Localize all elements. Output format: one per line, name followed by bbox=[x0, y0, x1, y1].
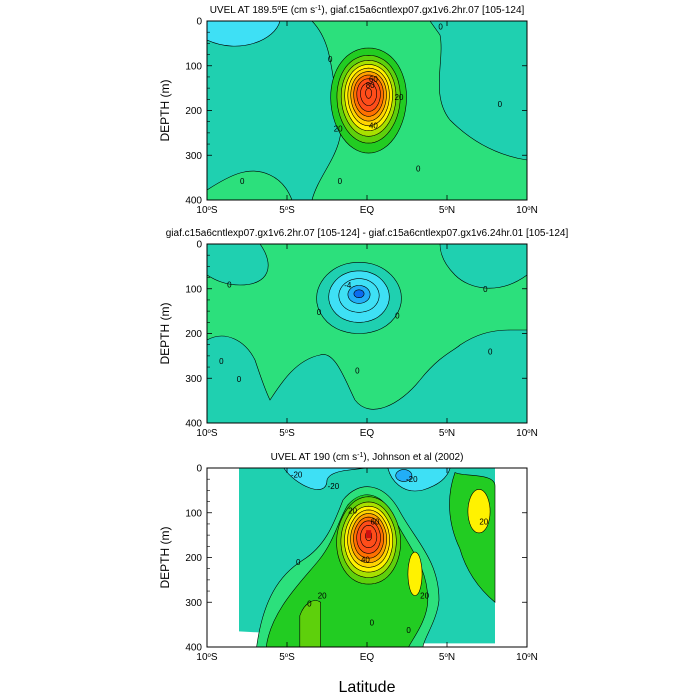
contour-label: 80 bbox=[366, 81, 375, 90]
x-tick-label: 5oS bbox=[279, 205, 295, 216]
negative-region bbox=[283, 468, 368, 490]
x-tick-label: EQ bbox=[360, 652, 375, 663]
contour-label: 60 bbox=[369, 75, 378, 84]
contour-label: 0 bbox=[240, 177, 245, 186]
y-tick-label: 200 bbox=[185, 553, 202, 564]
y-tick-label: 100 bbox=[185, 284, 202, 295]
contour-label: 40 bbox=[361, 556, 370, 565]
y-tick-label: 300 bbox=[185, 151, 202, 162]
x-tick-label: 10oS bbox=[196, 205, 217, 216]
contour-label: 20 bbox=[479, 518, 488, 527]
x-tick-label: 5oN bbox=[439, 652, 455, 663]
jet-contour-100 bbox=[365, 88, 372, 99]
contour-label: -20 bbox=[406, 475, 418, 484]
y-axis-title: DEPTH (m) bbox=[158, 80, 172, 142]
y-axis-title: DEPTH (m) bbox=[158, 303, 172, 365]
negative-core bbox=[395, 469, 413, 482]
y-tick-label: 0 bbox=[196, 240, 202, 251]
x-tick-label: 10oN bbox=[516, 428, 538, 439]
negative-region bbox=[207, 21, 281, 47]
x-tick-label: 5oN bbox=[439, 428, 455, 439]
contour-label: 20 bbox=[318, 592, 327, 601]
x-tick-label: 5oS bbox=[279, 428, 295, 439]
contour-label: 0 bbox=[395, 312, 400, 321]
contour-label: 0 bbox=[406, 626, 411, 635]
y-tick-label: 0 bbox=[196, 464, 202, 475]
contour-label: 0 bbox=[370, 618, 375, 627]
contour-field bbox=[207, 244, 527, 423]
contour-label: 0 bbox=[237, 375, 242, 384]
contour-label: 20 bbox=[334, 124, 343, 133]
contour-label: 0 bbox=[296, 558, 301, 567]
contour-label: -4 bbox=[344, 281, 352, 290]
y-tick-label: 400 bbox=[185, 196, 202, 207]
y-tick-label: 400 bbox=[185, 419, 202, 430]
contour-label: 0 bbox=[307, 600, 312, 609]
contour-label: 0 bbox=[483, 285, 488, 294]
x-tick-label: 10oN bbox=[516, 205, 538, 216]
contour-label: 0 bbox=[355, 367, 360, 376]
positive-region bbox=[299, 600, 321, 647]
contour-label: -20 bbox=[328, 482, 340, 491]
contour-label: -20 bbox=[291, 471, 303, 480]
contour-field bbox=[207, 468, 527, 647]
contour-label: 0 bbox=[416, 165, 421, 174]
contour-label: 0 bbox=[328, 55, 333, 64]
positive-core bbox=[407, 551, 423, 596]
contour-label: 0 bbox=[317, 308, 322, 317]
contour-label: 0 bbox=[338, 177, 343, 186]
negative-region bbox=[207, 329, 527, 423]
y-tick-label: 300 bbox=[185, 598, 202, 609]
x-tick-label: EQ bbox=[360, 428, 375, 439]
y-tick-label: 200 bbox=[185, 106, 202, 117]
x-tick-label: 10oN bbox=[516, 652, 538, 663]
negative-region bbox=[439, 244, 527, 289]
y-tick-label: 100 bbox=[185, 61, 202, 72]
panel-title: UVEL AT 190 (cm s-1), Johnson et al (200… bbox=[271, 452, 464, 464]
panel-title: UVEL AT 189.5oE (cm s-1), giaf.c15a6cntl… bbox=[210, 5, 525, 17]
x-tick-label: 5oN bbox=[439, 205, 455, 216]
contour-label: 0 bbox=[488, 347, 493, 356]
panel-2: -40 00 00000giaf.c15a6cntlexp07.gx1v6.2hr.… bbox=[158, 228, 568, 439]
x-tick-label: EQ bbox=[360, 205, 375, 216]
y-tick-label: 100 bbox=[185, 508, 202, 519]
jet-core bbox=[366, 530, 372, 539]
y-tick-label: 200 bbox=[185, 329, 202, 340]
contour-label: 40 bbox=[369, 121, 378, 130]
contour-label: 20 bbox=[348, 507, 357, 516]
panel-title: giaf.c15a6cntlexp07.gx1v6.2hr.07 [105-12… bbox=[166, 228, 569, 239]
panel-3: -20 -20 -20 20 20 20 20 40 60 0 0 0 0 UVEL AT 190 (cm… bbox=[158, 452, 538, 664]
positive-region bbox=[207, 170, 293, 200]
y-axis-title: DEPTH (m) bbox=[158, 527, 172, 589]
contour-label: 20 bbox=[420, 592, 429, 601]
y-tick-label: 300 bbox=[185, 374, 202, 385]
contour-label: 0 bbox=[498, 100, 503, 109]
positive-core bbox=[467, 488, 491, 534]
x-tick-label: 10oS bbox=[196, 652, 217, 663]
y-tick-label: 400 bbox=[185, 643, 202, 654]
contour-label: 20 bbox=[395, 93, 404, 102]
x-axis-title: Latitude bbox=[339, 679, 396, 696]
contour-field bbox=[207, 21, 527, 200]
y-tick-label: 0 bbox=[196, 17, 202, 28]
negative-region bbox=[207, 244, 269, 286]
contour-label: 60 bbox=[371, 518, 380, 527]
contour-label: 0 bbox=[438, 22, 443, 31]
contour-label: 0 bbox=[219, 357, 224, 366]
contour-label: 0 bbox=[227, 280, 232, 289]
anomaly-contour--10 bbox=[353, 289, 365, 298]
x-tick-label: 10oS bbox=[196, 428, 217, 439]
x-tick-label: 5oS bbox=[279, 652, 295, 663]
